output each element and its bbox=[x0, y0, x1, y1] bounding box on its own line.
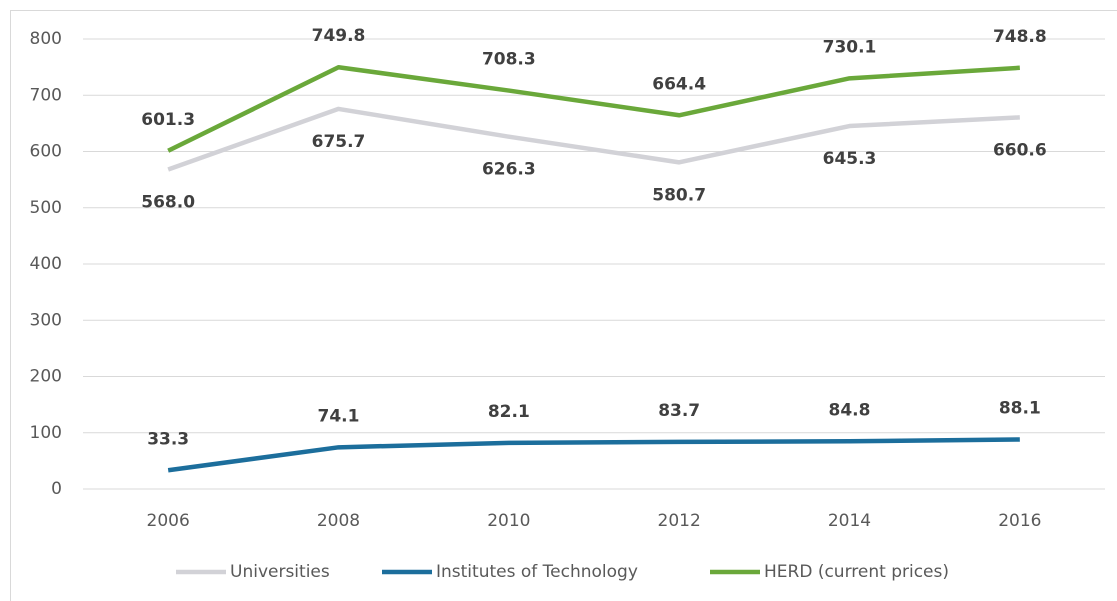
y-tick-label: 800 bbox=[30, 29, 62, 49]
data-label: 675.7 bbox=[312, 132, 366, 152]
y-tick-label: 700 bbox=[30, 85, 62, 105]
x-tick-label: 2012 bbox=[658, 511, 701, 531]
y-tick-label: 400 bbox=[30, 254, 62, 274]
data-label: 84.8 bbox=[829, 400, 871, 420]
series-line bbox=[167, 64, 1020, 153]
data-label: 626.3 bbox=[482, 160, 536, 180]
data-label: 645.3 bbox=[823, 149, 877, 169]
data-label: 601.3 bbox=[141, 110, 195, 130]
data-label: 33.3 bbox=[147, 429, 189, 449]
data-label: 748.8 bbox=[993, 27, 1047, 47]
data-label: 568.0 bbox=[141, 193, 195, 213]
series-line bbox=[167, 437, 1020, 473]
y-tick-label: 0 bbox=[51, 479, 62, 499]
x-tick-label: 2006 bbox=[147, 511, 190, 531]
data-label: 88.1 bbox=[999, 398, 1041, 418]
data-label: 749.8 bbox=[312, 26, 366, 46]
series-line bbox=[167, 106, 1020, 172]
data-label: 708.3 bbox=[482, 50, 536, 70]
y-tick-label: 600 bbox=[30, 142, 62, 162]
x-tick-label: 2016 bbox=[998, 511, 1041, 531]
y-tick-label: 500 bbox=[30, 198, 62, 218]
x-tick-label: 2014 bbox=[828, 511, 871, 531]
legend-label: HERD (current prices) bbox=[764, 562, 949, 582]
data-label: 730.1 bbox=[823, 37, 877, 57]
data-label: 82.1 bbox=[488, 402, 530, 422]
data-label: 660.6 bbox=[993, 140, 1047, 160]
x-tick-label: 2008 bbox=[317, 511, 360, 531]
y-tick-label: 100 bbox=[30, 423, 62, 443]
data-label: 74.1 bbox=[318, 406, 360, 426]
chart-border bbox=[10, 10, 1117, 601]
y-tick-label: 300 bbox=[30, 310, 62, 330]
data-label: 83.7 bbox=[658, 401, 700, 421]
y-tick-label: 200 bbox=[30, 367, 62, 387]
x-tick-label: 2010 bbox=[487, 511, 530, 531]
data-label: 664.4 bbox=[652, 74, 706, 94]
legend-label: Institutes of Technology bbox=[436, 562, 638, 582]
data-label: 580.7 bbox=[652, 185, 706, 205]
legend-label: Universities bbox=[230, 562, 330, 582]
